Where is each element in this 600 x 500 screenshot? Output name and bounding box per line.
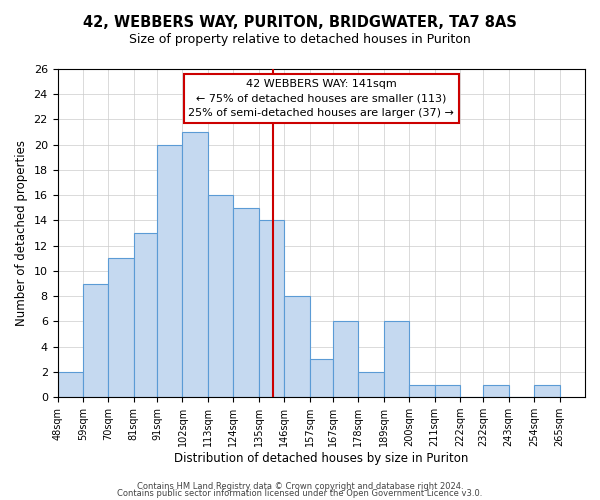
Text: 42 WEBBERS WAY: 141sqm
← 75% of detached houses are smaller (113)
25% of semi-de: 42 WEBBERS WAY: 141sqm ← 75% of detached… xyxy=(188,79,454,118)
X-axis label: Distribution of detached houses by size in Puriton: Distribution of detached houses by size … xyxy=(174,452,469,465)
Bar xyxy=(259,220,284,397)
Bar xyxy=(409,384,434,397)
Text: 42, WEBBERS WAY, PURITON, BRIDGWATER, TA7 8AS: 42, WEBBERS WAY, PURITON, BRIDGWATER, TA… xyxy=(83,15,517,30)
Text: Contains public sector information licensed under the Open Government Licence v3: Contains public sector information licen… xyxy=(118,490,482,498)
Bar xyxy=(233,208,259,397)
Y-axis label: Number of detached properties: Number of detached properties xyxy=(15,140,28,326)
Bar xyxy=(109,258,134,397)
Bar xyxy=(134,233,157,397)
Bar xyxy=(434,384,460,397)
Bar xyxy=(58,372,83,397)
Bar xyxy=(208,195,233,397)
Text: Size of property relative to detached houses in Puriton: Size of property relative to detached ho… xyxy=(129,32,471,46)
Bar xyxy=(310,360,333,397)
Text: Contains HM Land Registry data © Crown copyright and database right 2024.: Contains HM Land Registry data © Crown c… xyxy=(137,482,463,491)
Bar xyxy=(384,322,409,397)
Bar xyxy=(83,284,109,397)
Bar xyxy=(157,144,182,397)
Bar xyxy=(358,372,384,397)
Bar xyxy=(333,322,358,397)
Bar xyxy=(534,384,560,397)
Bar xyxy=(284,296,310,397)
Bar xyxy=(182,132,208,397)
Bar xyxy=(483,384,509,397)
